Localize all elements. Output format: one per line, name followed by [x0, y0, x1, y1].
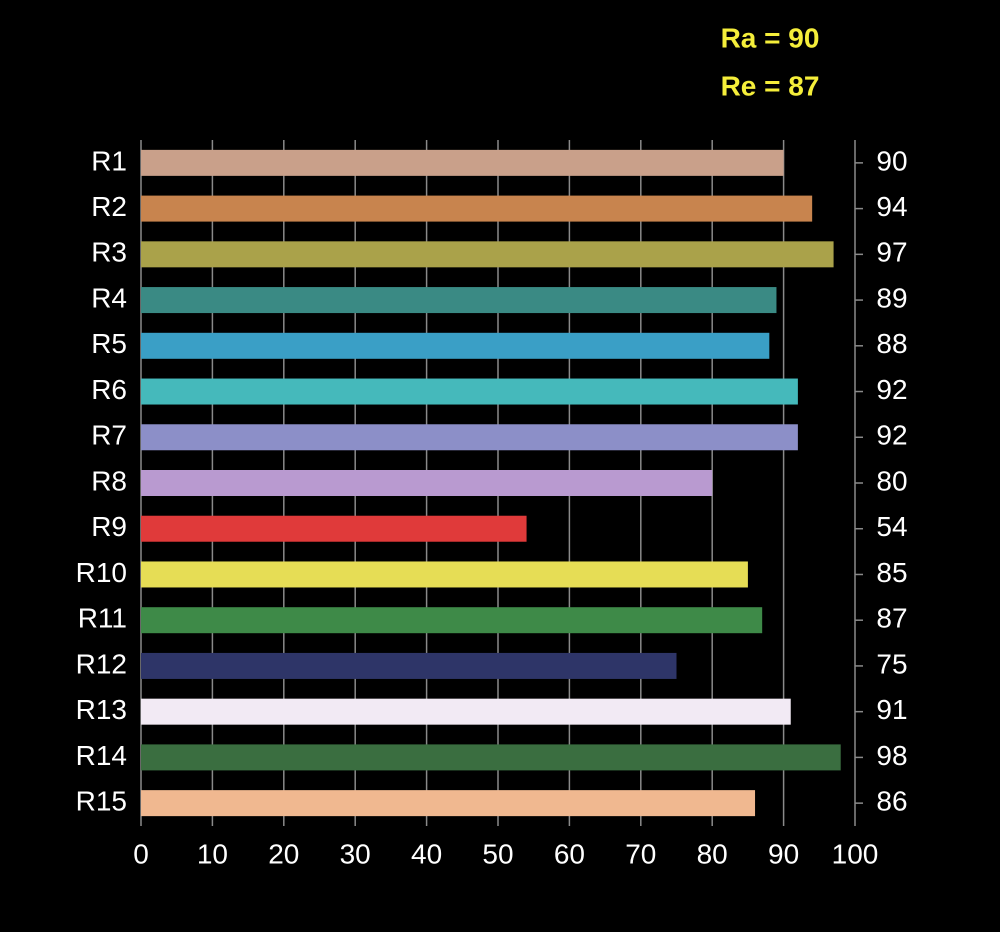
bar	[141, 790, 756, 817]
bar	[141, 607, 763, 634]
bar	[141, 241, 834, 268]
x-tick-label: 100	[832, 838, 879, 869]
x-tick-label: 90	[768, 838, 799, 869]
x-tick-label: 30	[340, 838, 371, 869]
value-label: 91	[876, 694, 907, 725]
bar	[141, 652, 677, 679]
value-label: 80	[876, 465, 907, 496]
value-label: 54	[876, 511, 907, 542]
y-tick-label: R13	[76, 694, 127, 725]
y-tick-label: R1	[91, 145, 127, 176]
y-tick-label: R11	[78, 603, 127, 634]
bar	[141, 561, 748, 588]
x-tick-label: 10	[197, 838, 228, 869]
y-tick-label: R2	[91, 191, 127, 222]
y-tick-label: R7	[91, 420, 127, 451]
bar	[141, 424, 798, 451]
bar	[141, 149, 784, 176]
x-tick-label: 0	[133, 838, 149, 869]
value-label: 92	[876, 374, 907, 405]
value-label: 75	[876, 648, 907, 679]
bar	[141, 470, 713, 496]
x-tick-label: 50	[482, 838, 513, 869]
annotation: Re = 87	[721, 70, 820, 101]
x-tick-label: 40	[411, 838, 442, 869]
value-label: 92	[876, 420, 907, 451]
value-label: 94	[876, 191, 907, 222]
value-label: 87	[876, 603, 907, 634]
y-tick-label: R14	[76, 740, 127, 771]
y-tick-label: R3	[91, 237, 127, 268]
value-label: 89	[876, 282, 907, 313]
value-label: 86	[876, 786, 907, 817]
y-tick-label: R8	[91, 465, 127, 496]
y-tick-label: R5	[91, 328, 127, 359]
bar	[141, 515, 527, 542]
x-tick-label: 60	[554, 838, 585, 869]
y-tick-label: R12	[76, 648, 127, 679]
value-label: 88	[876, 328, 907, 359]
bar	[141, 332, 770, 359]
y-tick-label: R4	[91, 282, 127, 313]
y-tick-label: R6	[91, 374, 127, 405]
y-tick-label: R10	[76, 557, 127, 588]
value-label: 85	[876, 557, 907, 588]
bar	[141, 195, 813, 222]
x-tick-label: 80	[697, 838, 728, 869]
bar	[141, 287, 777, 314]
bar	[141, 744, 841, 771]
y-tick-label: R9	[91, 511, 127, 542]
value-label: 97	[876, 237, 907, 268]
bar	[141, 698, 791, 725]
x-tick-label: 20	[268, 838, 299, 869]
x-tick-label: 70	[625, 838, 656, 869]
y-tick-label: R15	[76, 786, 127, 817]
bar	[141, 378, 798, 405]
annotation: Ra = 90	[721, 22, 820, 53]
value-label: 98	[876, 740, 907, 771]
value-label: 90	[876, 145, 907, 176]
